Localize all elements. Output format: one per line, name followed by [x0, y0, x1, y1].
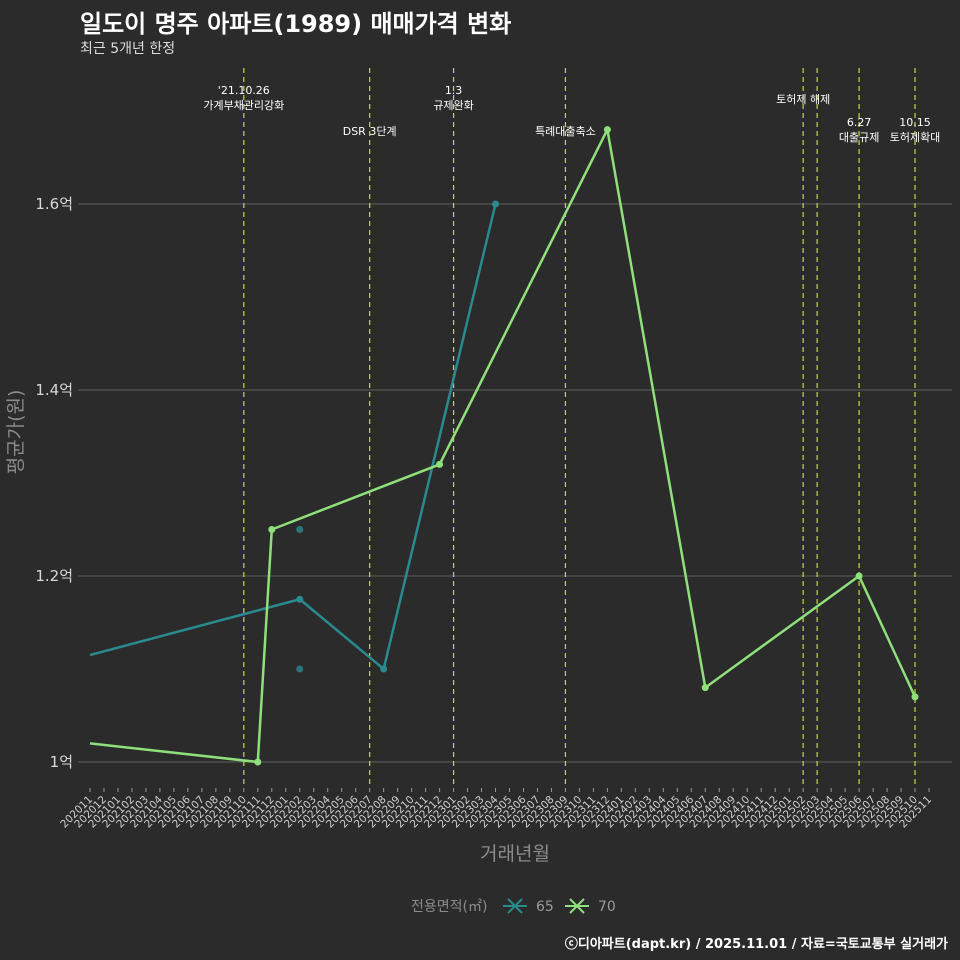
data-point-70 [911, 693, 919, 701]
y-axis-ticks: 1억 1.2억 1.4억 1.6억 [35, 195, 73, 771]
y-tick-label: 1.2억 [35, 567, 73, 585]
data-point-70 [701, 684, 709, 692]
x-axis-title: 거래년월 [480, 843, 550, 865]
event-label: 토허제확대 [890, 131, 941, 144]
data-point-65 [296, 526, 304, 533]
y-tick-label: 1.4억 [35, 381, 73, 399]
chart-subtitle: 최근 5개년 한정 [80, 41, 176, 57]
event-label: 10.15 [899, 116, 931, 129]
series-lines [89, 128, 917, 764]
legend-cross-70 [569, 898, 585, 914]
data-point-65 [296, 665, 304, 673]
event-label: DSR 3단계 [343, 125, 397, 138]
gridlines [78, 203, 952, 763]
event-label: 6.27 [847, 116, 872, 129]
data-point-65 [296, 595, 304, 603]
event-label: 특례대출축소 [535, 125, 596, 138]
series-line-70 [89, 128, 917, 764]
event-label: 1.3 [445, 84, 463, 97]
event-label: 규제완화 [433, 99, 473, 112]
event-label: 대출규제 [839, 131, 879, 144]
event-label: 토허제 해제 [776, 92, 830, 106]
legend: 전용면적(㎡) 65 70 [411, 898, 616, 915]
y-tick-label: 1억 [50, 753, 73, 771]
data-point-70 [603, 126, 611, 134]
legend-label-65: 65 [536, 899, 554, 915]
series-line-65 [89, 203, 497, 671]
data-points [254, 126, 919, 766]
data-point-65 [492, 200, 500, 208]
data-point-70 [268, 526, 276, 533]
legend-cross-65 [507, 898, 523, 914]
legend-title: 전용면적(㎡) [411, 899, 487, 915]
chart-title: 일도이 명주 아파트(1989) 매매가격 변화 [80, 10, 512, 38]
event-label: 가계부채관리강화 [203, 99, 284, 112]
data-point-65 [380, 665, 388, 673]
y-axis-title: 평균가(원) [5, 390, 27, 475]
legend-label-70: 70 [598, 899, 616, 915]
x-axis-ticks: 2020112020122021012021022021032021042021… [58, 788, 934, 830]
data-point-70 [254, 758, 262, 766]
data-point-70 [436, 460, 444, 468]
data-point-70 [855, 572, 863, 580]
y-tick-label: 1.6억 [35, 195, 73, 213]
event-label: '21.10.26 [218, 84, 270, 97]
source-caption: ⓒ디아파트(dapt.kr) / 2025.11.01 / 자료=국토교통부 실… [564, 937, 948, 952]
